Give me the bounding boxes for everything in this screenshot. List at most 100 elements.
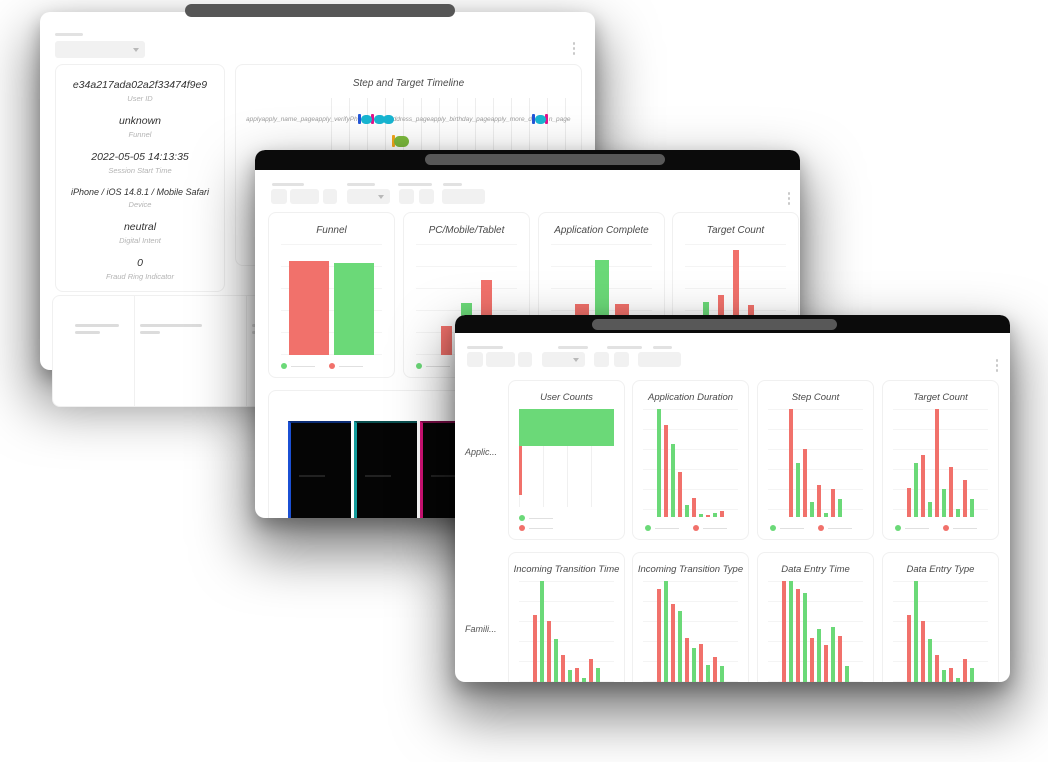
bar-red — [560, 654, 566, 682]
user-counts-chart — [519, 409, 614, 507]
filter-button-skeleton[interactable] — [467, 352, 483, 367]
filter-button-skeleton[interactable] — [290, 189, 319, 204]
bar-red — [684, 638, 690, 682]
bar-red — [698, 644, 704, 682]
bar-red — [663, 425, 669, 517]
timeline-label-segment: n_page — [548, 115, 571, 123]
filter-button-skeleton[interactable] — [399, 189, 414, 204]
kebab-menu-icon[interactable] — [572, 42, 575, 55]
filter-button-skeleton[interactable] — [442, 189, 485, 204]
legend-dot-icon — [329, 363, 335, 369]
chart-title: Data Entry Time — [781, 564, 850, 575]
filter-button-skeleton[interactable] — [638, 352, 681, 367]
boxplot-group — [288, 421, 351, 518]
bar-chart — [643, 581, 738, 682]
bar-red — [788, 409, 794, 517]
chart-legend — [758, 517, 873, 539]
legend-line-skeleton — [780, 527, 804, 529]
bar-red — [670, 603, 676, 682]
bar-green — [670, 443, 676, 517]
bar-green — [969, 668, 975, 682]
median-line — [365, 475, 391, 477]
filter-button-skeleton[interactable] — [419, 189, 434, 204]
timeline-cyan-dot-marker — [534, 114, 546, 124]
legend-item-red — [943, 525, 977, 531]
session-start-label: Session Start Time — [108, 166, 172, 175]
bar-green — [663, 581, 669, 682]
legend-dot-icon — [281, 363, 287, 369]
device-value: iPhone / iOS 14.8.1 / Mobile Safari — [70, 187, 210, 197]
chart-title: Application Complete — [554, 225, 649, 236]
bar-red — [705, 514, 711, 517]
chart-title: Funnel — [316, 225, 347, 236]
chart-title: Target Count — [913, 392, 968, 403]
timeline-cyan-dot-marker — [382, 114, 394, 124]
bar-red — [656, 589, 662, 682]
timeline-cyan-dot-marker — [360, 114, 372, 124]
data-entry-type-chart-card: Data Entry Type — [882, 552, 999, 682]
bar-green — [581, 677, 587, 682]
incoming-transition-time-chart-card: Incoming Transition Time — [508, 552, 625, 682]
funnel-value: unknown — [118, 115, 162, 127]
digital-intent-label: Digital Intent — [119, 236, 161, 245]
bar-green — [809, 501, 815, 517]
filter-label-skeleton — [467, 346, 503, 349]
legend-line-skeleton — [339, 365, 363, 367]
filter-button-skeleton[interactable] — [486, 352, 515, 367]
legend-dot-icon — [416, 363, 422, 369]
filter-button-skeleton[interactable] — [271, 189, 287, 204]
legend-dot-icon — [818, 525, 824, 531]
session-start-value: 2022-05-05 14:13:35 — [91, 151, 189, 163]
bar-chart — [893, 409, 988, 517]
filter-button-skeleton[interactable] — [614, 352, 629, 367]
kebab-menu-icon[interactable] — [995, 359, 998, 372]
filter-button-skeleton[interactable] — [518, 352, 532, 367]
bar-green — [823, 512, 829, 517]
timeline-magenta-bar-marker — [371, 114, 375, 124]
timeline-cluster-1 — [358, 114, 394, 124]
red-spike-bar — [519, 446, 522, 495]
filter-button-skeleton[interactable] — [323, 189, 337, 204]
window-title-pill — [185, 4, 455, 17]
timeline-cyan-dot-marker — [373, 114, 385, 124]
bar-red — [802, 448, 808, 517]
timeline-blue-bar-marker — [532, 114, 536, 124]
dropdown-caret-icon — [378, 194, 384, 199]
bar-red — [712, 656, 718, 682]
filter-select-dropdown[interactable] — [542, 352, 585, 367]
bar-red — [588, 659, 594, 682]
filter-label-skeleton — [272, 183, 304, 186]
target-count-chart-card: Target Count — [882, 380, 999, 540]
bar-green — [913, 463, 919, 517]
median-line — [431, 475, 457, 477]
legend-dot-icon — [693, 525, 699, 531]
kebab-menu-icon[interactable] — [787, 192, 790, 205]
legend-line-skeleton — [703, 527, 727, 529]
bar-green — [955, 677, 961, 682]
session-select-dropdown[interactable] — [55, 41, 145, 58]
bar-red — [948, 668, 954, 682]
bar-red — [962, 480, 968, 517]
legend-item-red — [818, 525, 852, 531]
user-counts-chart-card: User Counts — [508, 380, 625, 540]
row-label-familiarity: Famili... — [465, 624, 497, 634]
legend-line-skeleton — [655, 527, 679, 529]
user-field: e34a217ada02a2f33474f9e9 User ID — [56, 79, 224, 103]
bar-red — [809, 638, 815, 682]
bar-red — [906, 615, 912, 682]
bar-green — [941, 670, 947, 682]
bar-red — [920, 620, 926, 682]
user-field: iPhone / iOS 14.8.1 / Mobile Safari Devi… — [56, 187, 224, 209]
bar-green — [913, 581, 919, 682]
bar-red — [934, 409, 940, 517]
bar-green — [705, 665, 711, 682]
bar-green — [837, 498, 843, 517]
bar-red — [289, 260, 329, 355]
bar-red — [934, 654, 940, 682]
legend-line-skeleton — [905, 527, 929, 529]
bar-green — [691, 647, 697, 682]
filter-button-skeleton[interactable] — [594, 352, 609, 367]
chart-title: Incoming Transition Type — [637, 564, 744, 575]
filter-select-dropdown[interactable] — [347, 189, 390, 204]
legend-line-skeleton — [529, 517, 553, 519]
